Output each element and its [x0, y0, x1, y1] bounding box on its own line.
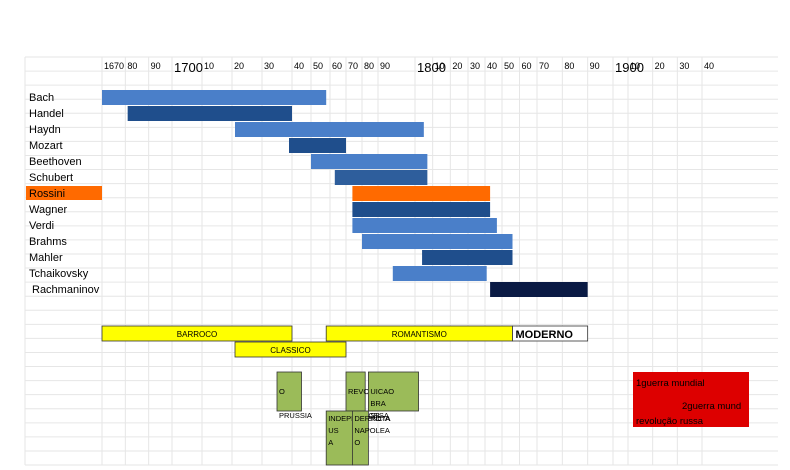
- composer-bar: [422, 250, 513, 265]
- x-tick-label: 1900: [615, 60, 644, 75]
- composer-bar: [392, 266, 487, 281]
- x-tick-label: 70: [539, 61, 549, 71]
- x-tick-label: 20: [234, 61, 244, 71]
- x-tick-label: 50: [313, 61, 323, 71]
- x-tick-label: 40: [704, 61, 714, 71]
- x-tick-label: 80: [564, 61, 574, 71]
- war-box: [633, 372, 749, 427]
- event-label: PRUSSIA: [279, 411, 312, 420]
- x-tick-label: 30: [679, 61, 689, 71]
- event-label: BRA: [370, 399, 385, 408]
- composer-name: Brahms: [29, 236, 67, 248]
- x-tick-label: 10: [630, 61, 640, 71]
- composer-name: Beethoven: [29, 156, 82, 168]
- composer-bar: [362, 234, 513, 249]
- composer-name: Tchaikovsky: [29, 268, 89, 280]
- composer-name: Haydn: [29, 124, 61, 136]
- composer-name: Verdi: [29, 220, 54, 232]
- event-box: [367, 371, 419, 412]
- event-label: SIL: [370, 411, 381, 420]
- composer-bar: [490, 282, 588, 297]
- composer-name: Mozart: [29, 140, 63, 152]
- period-label: CLASSICO: [270, 346, 310, 355]
- x-tick-label: 1700: [174, 60, 203, 75]
- period-band: [234, 341, 347, 358]
- event-box: [276, 371, 302, 412]
- war-label: 2guerra mund: [682, 401, 741, 412]
- period-label: ROMANTISMO: [392, 330, 447, 339]
- x-tick-label: 70: [348, 61, 358, 71]
- composer-name: Rossini: [29, 188, 65, 200]
- composer-bar: [352, 218, 497, 233]
- event-box: [325, 410, 353, 466]
- war-label: 1guerra mundial: [636, 378, 705, 389]
- x-tick-label: 80: [127, 61, 137, 71]
- period-band: [101, 325, 293, 342]
- x-tick-label: 1800: [417, 60, 446, 75]
- war-label: revolução russa: [636, 416, 704, 427]
- x-tick-label: 20: [452, 61, 462, 71]
- event-label: O: [354, 438, 360, 447]
- x-tick-label: 40: [487, 61, 497, 71]
- event-label: DERROTA: [354, 414, 390, 423]
- composer-bar: [352, 186, 491, 201]
- composer-name: Wagner: [29, 204, 67, 216]
- composer-bar: [289, 138, 346, 153]
- x-tick-label: 10: [435, 61, 445, 71]
- event-label: NAPOLEA: [354, 426, 389, 435]
- period-label: MODERNO: [516, 329, 574, 341]
- x-tick-label: 1670: [104, 61, 124, 71]
- x-tick-label: 90: [380, 61, 390, 71]
- x-tick-label: 20: [655, 61, 665, 71]
- x-tick-label: 80: [364, 61, 374, 71]
- event-label: A: [328, 438, 333, 447]
- event-label: O: [279, 387, 285, 396]
- event-label: US: [328, 426, 338, 435]
- composer-label-highlight: [26, 186, 102, 200]
- x-tick-label: 30: [470, 61, 480, 71]
- x-tick-label: 60: [332, 61, 342, 71]
- composer-name: Bach: [29, 92, 54, 104]
- composer-name: Handel: [29, 108, 64, 120]
- composer-bar: [235, 122, 424, 137]
- composer-bar: [352, 202, 491, 217]
- composer-name: Rachmaninov: [32, 284, 100, 296]
- composer-bar: [127, 106, 293, 121]
- period-label: BARROCO: [177, 330, 217, 339]
- event-box: [351, 410, 369, 466]
- x-tick-label: 10: [204, 61, 214, 71]
- composer-bar: [102, 90, 327, 105]
- x-tick-label: 30: [264, 61, 274, 71]
- x-tick-label: 90: [590, 61, 600, 71]
- x-tick-label: 50: [504, 61, 514, 71]
- x-tick-label: 60: [522, 61, 532, 71]
- composer-bar: [311, 154, 428, 169]
- event-label: UICAO: [370, 387, 394, 396]
- x-tick-label: 90: [151, 61, 161, 71]
- composer-bar: [334, 170, 428, 185]
- x-tick-label: 40: [294, 61, 304, 71]
- period-band: [512, 325, 589, 342]
- composer-name: Mahler: [29, 252, 63, 264]
- composer-name: Schubert: [29, 172, 73, 184]
